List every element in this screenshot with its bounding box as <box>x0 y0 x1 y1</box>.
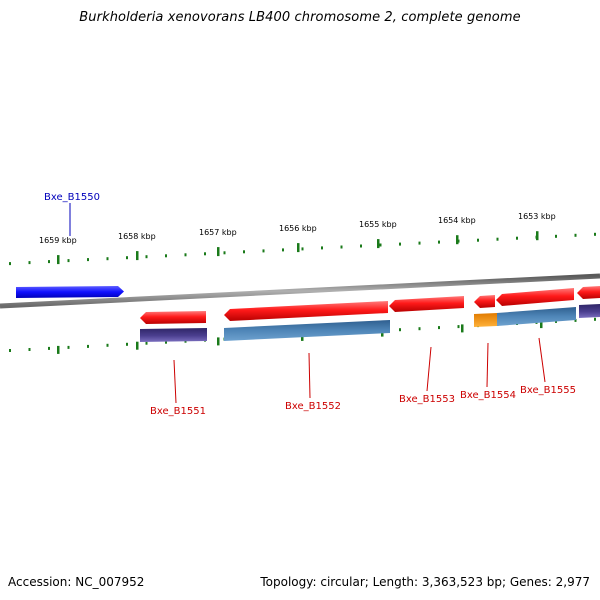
gene-partial-reverse[interactable] <box>577 286 600 299</box>
outer-ruler-dot <box>301 247 304 251</box>
outer-ruler-dot <box>418 241 421 245</box>
inner-ruler-dot <box>418 327 421 331</box>
outer-ruler-dot <box>184 253 187 257</box>
inner-ruler-major-tick <box>57 345 60 354</box>
ruler-tick-label: 1654 kbp <box>438 216 476 225</box>
label-bxe-b1554[interactable]: Bxe_B1554 <box>460 390 516 401</box>
outer-ruler-dot <box>28 261 31 265</box>
outer-ruler-dot <box>574 233 577 237</box>
outer-ruler-dot <box>379 243 382 247</box>
outer-ruler-dots <box>9 232 596 266</box>
genome-backbone <box>0 273 600 309</box>
gene-bxe-b1552-reverse[interactable] <box>224 301 388 321</box>
outer-ruler-dot <box>223 251 226 255</box>
inner-ruler-dot <box>399 328 401 332</box>
feature-track <box>140 304 600 342</box>
label-bxe-b1552[interactable]: Bxe_B1552 <box>285 401 341 412</box>
outer-ruler-dot <box>555 234 557 238</box>
outer-ruler-dot <box>67 259 70 263</box>
outer-ruler-dot <box>126 256 128 260</box>
outer-ruler-dot <box>106 257 109 261</box>
feature-bar-steel-2 <box>497 307 576 326</box>
inner-ruler-dot <box>457 325 460 329</box>
outer-ruler-dot <box>438 240 440 244</box>
genome-summary-text: Topology: circular; Length: 3,363,523 bp… <box>260 575 590 589</box>
reverse-gene-arrows <box>140 286 600 324</box>
inner-ruler-dot <box>438 326 440 330</box>
accession-text: Accession: NC_007952 <box>8 575 145 589</box>
outer-ruler-dot <box>477 238 479 242</box>
outer-ruler-major-tick <box>136 251 139 261</box>
feature-bar-orange-1 <box>474 313 497 327</box>
label-bxe-b1555[interactable]: Bxe_B1555 <box>520 385 576 396</box>
outer-ruler-dot <box>48 260 50 264</box>
outer-ruler-dot <box>282 248 284 252</box>
outer-ruler-dot <box>340 245 343 249</box>
leader-bxe-b1554 <box>486 342 489 388</box>
inner-ruler-dot <box>126 342 128 346</box>
inner-ruler-dot <box>106 343 109 347</box>
gene-bxe-b1554-reverse[interactable] <box>474 295 495 308</box>
outer-ruler-dot <box>204 252 206 256</box>
leader-bxe-b1553 <box>426 346 432 392</box>
feature-bar-purple-1 <box>140 328 207 342</box>
inner-ruler-dot <box>28 348 31 351</box>
inner-ruler-dot <box>574 318 577 322</box>
outer-ruler-dot <box>165 254 167 258</box>
gene-bxe-b1553-reverse[interactable] <box>389 296 464 312</box>
leader-bxe-b1551 <box>173 359 177 404</box>
inner-ruler-dot <box>165 340 167 344</box>
inner-ruler-dot <box>67 345 70 349</box>
gene-bxe-b1555-reverse[interactable] <box>496 288 574 306</box>
ruler-tick-label: 1658 kbp <box>118 232 156 241</box>
outer-ruler-dot <box>145 255 148 259</box>
outer-ruler-dot <box>594 232 596 236</box>
outer-ruler-dot <box>360 244 362 248</box>
outer-ruler-dot <box>87 258 89 262</box>
leader-bxe-b1552 <box>308 352 311 399</box>
label-bxe-b1550[interactable]: Bxe_B1550 <box>44 192 100 203</box>
label-bxe-b1553[interactable]: Bxe_B1553 <box>399 394 455 405</box>
inner-ruler-major-tick <box>217 337 220 346</box>
feature-bar-steel-1 <box>224 320 390 341</box>
ruler-tick-label: 1653 kbp <box>518 212 556 221</box>
outer-ruler: 1659 kbp 1658 kbp 1657 kbp 1656 kbp 1655 kbp… <box>9 212 596 266</box>
inner-ruler-major-tick <box>540 320 543 329</box>
gene-bxe-b1551-reverse[interactable] <box>140 311 206 324</box>
map-title: Burkholderia xenovorans LB400 chromosome… <box>79 10 521 25</box>
outer-ruler-dot <box>496 237 499 241</box>
feature-bar-purple-2 <box>579 304 600 318</box>
ruler-tick-label: 1656 kbp <box>279 224 317 233</box>
outer-ruler-dot <box>321 246 323 250</box>
ruler-tick-label: 1659 kbp <box>39 236 77 245</box>
inner-ruler-dot <box>48 346 50 350</box>
label-bxe-b1551[interactable]: Bxe_B1551 <box>150 406 206 417</box>
gene-bxe-b1550-forward[interactable] <box>16 286 124 298</box>
inner-ruler-dot <box>594 317 596 321</box>
gene-label-leaders <box>69 203 546 404</box>
outer-ruler-major-tick <box>297 243 300 253</box>
inner-ruler-dot <box>145 341 148 345</box>
leader-bxe-b1555 <box>538 337 546 383</box>
inner-ruler-major-tick <box>461 324 464 333</box>
outer-ruler-labels: 1659 kbp 1658 kbp 1657 kbp 1656 kbp 1655 kbp… <box>39 212 556 245</box>
outer-ruler-dot <box>262 249 265 253</box>
outer-ruler-major-tick <box>57 255 60 265</box>
ruler-tick-label: 1655 kbp <box>359 220 397 229</box>
inner-ruler-major-tick <box>136 341 139 350</box>
outer-ruler-major-tick <box>456 235 459 245</box>
gene-labels: Bxe_B1550 Bxe_B1551 Bxe_B1552 Bxe_B1553 … <box>44 192 576 417</box>
outer-ruler-major-ticks <box>57 231 539 265</box>
inner-ruler-dot <box>87 344 89 348</box>
outer-ruler-major-tick <box>377 239 380 249</box>
outer-ruler-dot <box>243 250 245 254</box>
outer-ruler-dot <box>516 236 518 240</box>
outer-ruler-major-tick <box>536 231 539 241</box>
ruler-tick-label: 1657 kbp <box>199 228 237 237</box>
inner-ruler-dot <box>9 349 11 352</box>
outer-ruler-dot <box>399 242 401 246</box>
outer-ruler-dot <box>9 262 11 266</box>
outer-ruler-major-tick <box>217 247 220 257</box>
